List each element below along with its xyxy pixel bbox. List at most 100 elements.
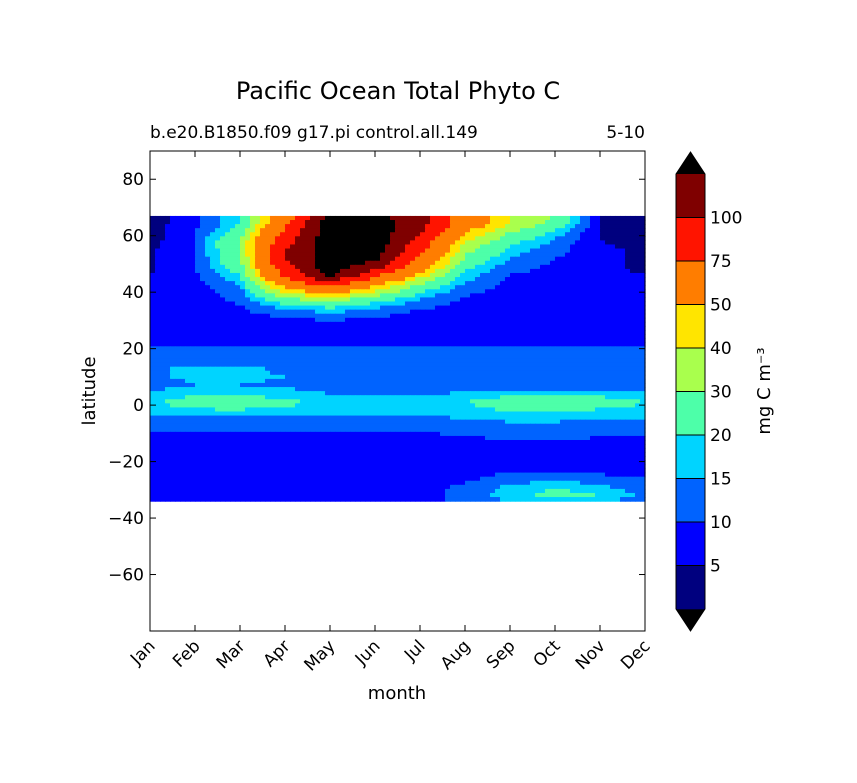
heatmap-cell [220, 256, 226, 262]
heatmap-cell [325, 313, 331, 319]
heatmap-cell [150, 407, 156, 413]
heatmap-cell [420, 382, 426, 388]
heatmap-cell [335, 346, 341, 351]
heatmap-cell [180, 391, 186, 396]
heatmap-cell [530, 268, 536, 274]
heatmap-cell [200, 215, 206, 221]
heatmap-cell [540, 301, 546, 307]
heatmap-cell [380, 407, 386, 413]
heatmap-cell [240, 313, 246, 319]
heatmap-cell [445, 224, 451, 229]
heatmap-cell [305, 411, 311, 417]
heatmap-cell [465, 277, 471, 282]
heatmap-cell [585, 309, 591, 315]
heatmap-cell [375, 407, 381, 413]
heatmap-cell [175, 248, 181, 254]
heatmap-cell [450, 248, 456, 254]
heatmap-cell [355, 338, 361, 343]
heatmap-cell [520, 354, 526, 360]
heatmap-cell [160, 334, 166, 339]
heatmap-cell [590, 399, 596, 404]
heatmap-cell [405, 387, 411, 392]
heatmap-cell [395, 354, 401, 360]
heatmap-cell [340, 240, 346, 246]
heatmap-cell [485, 228, 491, 233]
heatmap-cell [200, 277, 206, 282]
heatmap-cell [585, 321, 591, 327]
heatmap-cell [390, 362, 396, 368]
heatmap-cell [200, 309, 206, 315]
heatmap-cell [450, 321, 456, 327]
heatmap-cell [565, 289, 571, 294]
heatmap-cell [190, 220, 196, 225]
heatmap-cell [425, 297, 431, 303]
heatmap-cell [575, 387, 581, 392]
heatmap-cell [180, 305, 186, 311]
heatmap-cell [515, 342, 521, 347]
heatmap-cell [490, 281, 496, 286]
heatmap-cell [290, 362, 296, 368]
heatmap-cell [630, 252, 636, 258]
heatmap-cell [615, 395, 621, 400]
heatmap-cell [330, 264, 336, 270]
heatmap-cell [370, 350, 376, 356]
heatmap-cell [270, 220, 276, 225]
heatmap-cell [560, 277, 566, 282]
heatmap-cell [345, 244, 351, 250]
heatmap-cell [230, 289, 236, 294]
heatmap-cell [150, 403, 156, 409]
heatmap-cell [355, 252, 361, 258]
heatmap-cell [505, 411, 511, 417]
heatmap-cell [305, 264, 311, 270]
heatmap-cell [285, 378, 291, 384]
heatmap-cell [275, 248, 281, 254]
heatmap-cell [525, 244, 531, 250]
heatmap-cell [560, 260, 566, 266]
heatmap-cell [540, 293, 546, 299]
heatmap-cell [275, 370, 281, 376]
heatmap-cell [275, 415, 281, 421]
heatmap-cell [485, 370, 491, 376]
heatmap-cell [425, 415, 431, 421]
heatmap-cell [295, 366, 301, 372]
heatmap-cell [590, 228, 596, 233]
heatmap-cell [320, 215, 326, 221]
heatmap-cell [290, 374, 296, 380]
heatmap-cell [425, 378, 431, 384]
heatmap-cell [550, 285, 556, 290]
heatmap-cell [620, 272, 626, 278]
heatmap-cell [635, 358, 641, 364]
heatmap-cell [305, 256, 311, 262]
heatmap-cell [230, 260, 236, 266]
heatmap-cell [550, 415, 556, 421]
heatmap-cell [555, 350, 561, 356]
heatmap-cell [575, 411, 581, 417]
heatmap-cell [415, 277, 421, 282]
heatmap-cell [195, 260, 201, 266]
heatmap-cell [315, 289, 321, 294]
heatmap-cell [240, 419, 246, 425]
heatmap-cell [625, 248, 631, 254]
heatmap-cell [520, 260, 526, 266]
heatmap-cell [385, 309, 391, 315]
heatmap-cell [335, 305, 341, 311]
heatmap-cell [375, 411, 381, 417]
heatmap-cell [420, 215, 426, 221]
heatmap-cell [245, 321, 251, 327]
heatmap-cell [325, 334, 331, 339]
heatmap-cell [195, 317, 201, 323]
heatmap-cell [305, 285, 311, 290]
heatmap-cell [485, 350, 491, 356]
heatmap-cell [430, 228, 436, 233]
heatmap-cell [270, 338, 276, 343]
heatmap-cell [340, 277, 346, 282]
heatmap-cell [625, 268, 631, 274]
heatmap-cell [465, 350, 471, 356]
heatmap-cell [610, 277, 616, 282]
heatmap-cell [150, 350, 156, 356]
heatmap-cell [575, 281, 581, 286]
heatmap-cell [370, 334, 376, 339]
heatmap-cell [300, 268, 306, 274]
heatmap-cell [440, 252, 446, 258]
heatmap-cell [275, 240, 281, 246]
